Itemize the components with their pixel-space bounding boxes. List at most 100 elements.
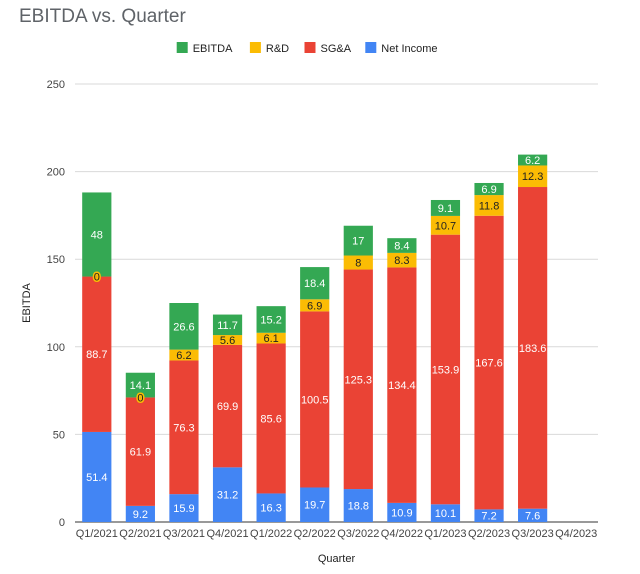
bar-r-d	[300, 299, 330, 312]
bar-ebitda	[518, 154, 548, 166]
data-label: 12.3	[522, 171, 543, 183]
legend-label: SG&A	[321, 43, 352, 55]
bar-sg-a	[518, 187, 548, 509]
data-label: 6.9	[481, 184, 496, 196]
x-tick-label: Q4/2022	[381, 528, 423, 540]
data-label: 167.6	[475, 358, 503, 370]
bar-net-income	[212, 467, 243, 522]
bar-ebitda	[256, 306, 286, 333]
bar-r-d	[430, 215, 461, 235]
bar-sg-a	[125, 397, 155, 506]
data-label: 48	[91, 229, 103, 241]
legend-label: Net Income	[381, 43, 437, 55]
data-label: 100.5	[301, 394, 329, 406]
x-tick-label: Q4/2021	[206, 528, 248, 540]
bar-net-income	[256, 493, 286, 522]
data-label: 7.2	[481, 511, 496, 523]
data-label: 15.9	[173, 503, 194, 515]
chart-title: EBITDA vs. Quarter	[19, 6, 186, 27]
bar-sg-a	[212, 344, 243, 468]
y-tick-label: 0	[59, 517, 65, 529]
x-tick-label: Q1/2023	[424, 528, 466, 540]
bar-ebitda	[430, 199, 461, 216]
bar-net-income	[125, 505, 155, 522]
data-label: 88.7	[86, 349, 107, 361]
bar-sg-a	[300, 311, 330, 488]
bar-net-income	[430, 504, 461, 522]
bar-ebitda	[300, 267, 330, 300]
data-label: 6.2	[176, 350, 191, 362]
data-label: 9.2	[133, 509, 148, 521]
x-tick-label: Q2/2022	[294, 528, 336, 540]
bar-net-income	[169, 494, 199, 522]
data-label: 69.9	[217, 401, 238, 413]
data-label: 6.9	[307, 300, 322, 312]
y-tick-label: 50	[53, 429, 65, 441]
legend-swatch	[249, 42, 261, 53]
bar-r-d	[212, 335, 243, 345]
legend-label: EBITDA	[193, 43, 233, 55]
legend-swatch	[365, 42, 377, 53]
data-label: 7.6	[525, 510, 540, 522]
bar-r-d	[518, 165, 548, 188]
x-tick-label: Q3/2023	[512, 528, 554, 540]
x-tick-label: Q3/2022	[337, 528, 379, 540]
legend-swatch	[304, 42, 316, 53]
y-tick-label: 100	[47, 342, 65, 354]
data-label: 18.4	[304, 278, 325, 290]
x-tick-label: Q2/2023	[468, 528, 510, 540]
x-tick-label: Q4/2023	[555, 528, 597, 540]
bar-net-income	[343, 489, 373, 522]
bar-r-d	[256, 332, 286, 344]
bar-sg-a	[82, 276, 112, 432]
data-label: 10.1	[435, 508, 456, 520]
data-label: 10.7	[435, 220, 456, 232]
bar-ebitda	[82, 192, 112, 277]
data-label: 0	[94, 272, 100, 284]
data-label: 9.1	[438, 203, 453, 215]
bar-sg-a	[169, 360, 199, 495]
data-label: 0	[137, 392, 143, 404]
data-label: 26.6	[173, 321, 194, 333]
bar-ebitda	[474, 182, 504, 196]
bar-sg-a	[387, 267, 417, 503]
x-tick-label: Q1/2022	[250, 528, 292, 540]
data-label: 10.9	[391, 507, 412, 519]
data-label: 16.3	[260, 503, 281, 515]
data-label: 85.6	[260, 413, 281, 425]
data-label: 11.8	[479, 200, 500, 212]
data-label: 6.2	[525, 155, 540, 167]
bar-net-income	[474, 509, 504, 522]
data-label: 8.3	[394, 255, 409, 267]
bar-r-d	[343, 255, 373, 270]
bar-sg-a	[343, 269, 373, 490]
x-tick-label: Q2/2021	[119, 528, 161, 540]
data-label: 8	[355, 258, 361, 270]
data-label: 76.3	[173, 422, 194, 434]
y-tick-label: 200	[47, 167, 65, 179]
bar-sg-a	[430, 234, 461, 505]
data-label: 51.4	[86, 472, 107, 484]
bar-ebitda	[343, 225, 373, 256]
bar-r-d	[387, 252, 417, 268]
data-label: 6.1	[263, 333, 278, 345]
bar-net-income	[82, 431, 112, 522]
data-label: 11.7	[217, 320, 238, 332]
data-label: 5.6	[220, 335, 235, 347]
legend-label: R&D	[266, 43, 289, 55]
data-label: 153.9	[432, 364, 460, 376]
bar-net-income	[518, 508, 548, 522]
y-tick-label: 150	[47, 254, 65, 266]
bar-net-income	[387, 502, 417, 522]
x-axis-title: Quarter	[318, 553, 356, 565]
bar-r-d	[474, 195, 504, 216]
x-tick-label: Q3/2021	[163, 528, 205, 540]
data-label: 183.6	[519, 343, 547, 355]
legend-swatch	[176, 42, 188, 53]
bar-sg-a	[474, 215, 504, 510]
data-label: 61.9	[130, 447, 151, 459]
data-label: 125.3	[345, 374, 373, 386]
bar-ebitda	[212, 314, 243, 336]
